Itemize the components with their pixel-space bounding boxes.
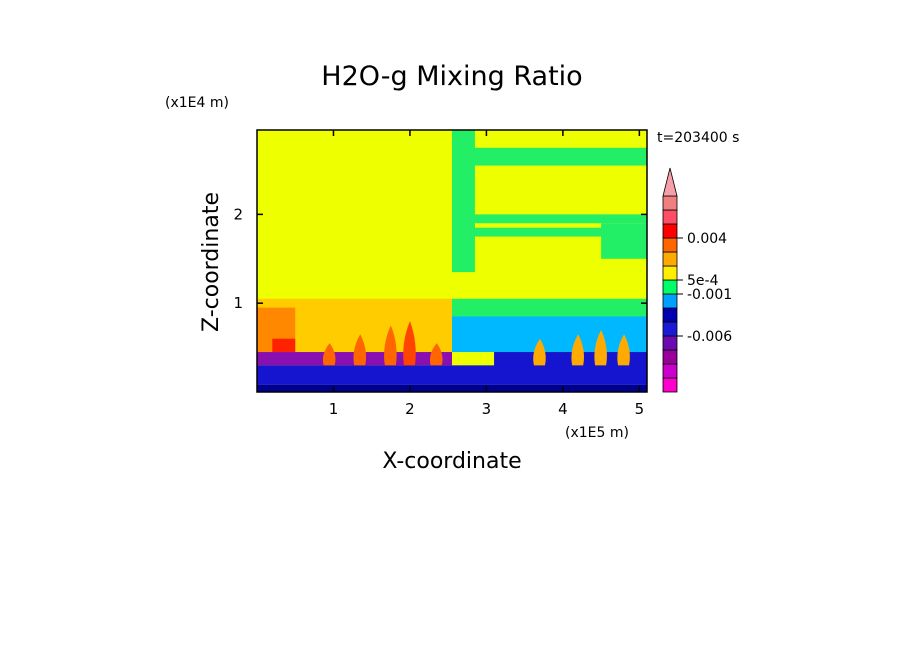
field-region-11 bbox=[272, 338, 296, 353]
colorbar-level-1 bbox=[662, 363, 678, 379]
plot-frame bbox=[256, 129, 648, 393]
y-tick-label-1: 2 bbox=[233, 205, 243, 223]
field-region-7 bbox=[452, 298, 647, 317]
field-region-5 bbox=[452, 227, 647, 237]
colorbar-label-3: 0.004 bbox=[687, 231, 727, 247]
plume-6 bbox=[571, 334, 584, 366]
plume-1 bbox=[353, 334, 367, 366]
plume-4 bbox=[429, 343, 443, 366]
x-axis-label: X-coordinate bbox=[382, 449, 521, 474]
colorbar-level-13 bbox=[662, 195, 678, 211]
plume-5 bbox=[533, 338, 546, 366]
y-axis-label: Z-coordinate bbox=[199, 192, 224, 332]
field-region-4 bbox=[452, 214, 647, 224]
colorbar-level-10 bbox=[662, 237, 678, 253]
colorbar-label-1: -0.001 bbox=[687, 287, 732, 303]
plume-7 bbox=[594, 329, 607, 366]
x-tick-label-1: 2 bbox=[405, 400, 415, 418]
colorbar-level-11 bbox=[662, 223, 678, 239]
x-tick-label-3: 4 bbox=[558, 400, 568, 418]
colorbar-level-2 bbox=[662, 349, 678, 365]
colorbar-level-12 bbox=[662, 209, 678, 225]
heatmap-field bbox=[257, 130, 647, 392]
colorbar-label-0: -0.006 bbox=[687, 329, 732, 345]
plume-3 bbox=[403, 320, 416, 366]
plume-8 bbox=[617, 334, 630, 366]
colorbar-label-2: 5e-4 bbox=[687, 273, 719, 289]
x-tick-label-0: 1 bbox=[329, 400, 339, 418]
colorbar-level-9 bbox=[662, 251, 678, 267]
colorbar-level-5 bbox=[662, 307, 678, 323]
y-tick-label-0: 1 bbox=[233, 294, 243, 312]
colorbar-level-4 bbox=[662, 321, 678, 337]
colorbar-level-0 bbox=[662, 377, 678, 393]
chart-title: H2O-g Mixing Ratio bbox=[321, 61, 582, 92]
colorbar-level-6 bbox=[662, 293, 678, 309]
plume-2 bbox=[384, 325, 397, 366]
x-scale-label: (x1E5 m) bbox=[565, 425, 629, 441]
field-region-6 bbox=[601, 223, 647, 259]
x-axis: 1 2 3 4 5 bbox=[329, 130, 644, 418]
field-region-3 bbox=[452, 147, 647, 166]
field-region-8 bbox=[452, 316, 647, 353]
colorbar-level-8 bbox=[662, 265, 678, 281]
colorbar-over-arrow bbox=[662, 167, 678, 197]
x-tick-label-4: 5 bbox=[635, 400, 645, 418]
y-axis: 12 bbox=[233, 205, 647, 312]
plume-0 bbox=[322, 343, 336, 366]
x-tick-label-2: 3 bbox=[482, 400, 492, 418]
field-region-15 bbox=[494, 352, 647, 377]
y-scale-label: (x1E4 m) bbox=[165, 95, 229, 111]
colorbar-level-7 bbox=[662, 279, 678, 295]
field-region-14 bbox=[257, 384, 647, 392]
time-label: t=203400 s bbox=[657, 130, 739, 146]
colorbar-level-3 bbox=[662, 335, 678, 351]
